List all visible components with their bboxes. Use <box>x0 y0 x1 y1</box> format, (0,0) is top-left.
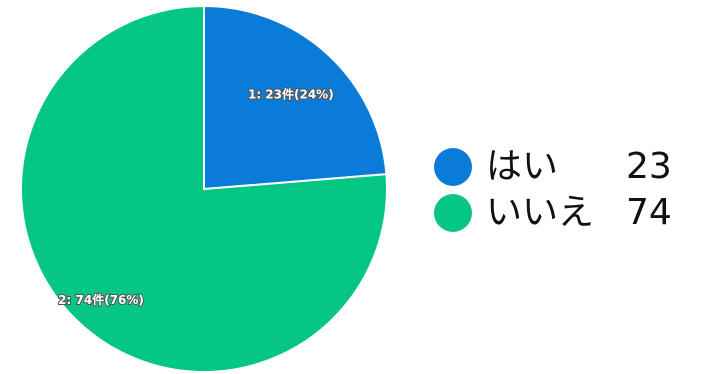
slice-label-no: 2: 74件(76%) <box>58 292 144 307</box>
legend-label-no: いいえ <box>486 192 595 233</box>
legend: はい 23 いいえ 74 <box>434 144 704 236</box>
legend-count-yes: 23 <box>626 146 672 187</box>
legend-item-no: いいえ 74 <box>434 190 704 236</box>
slice-label-yes: 1: 23件(24%) <box>248 86 334 101</box>
pie-slice-yes <box>203 4 388 191</box>
legend-swatch-yes <box>434 148 472 186</box>
legend-count-no: 74 <box>626 192 672 233</box>
legend-swatch-no <box>434 194 472 232</box>
legend-item-yes: はい 23 <box>434 144 704 190</box>
pie-slice-no <box>20 4 388 373</box>
legend-label-yes: はい <box>486 146 559 187</box>
